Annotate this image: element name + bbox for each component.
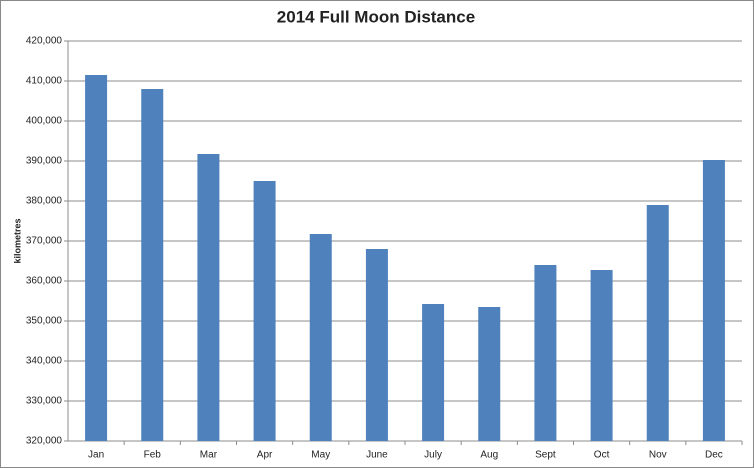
y-tick-label: 420,000 xyxy=(26,36,63,47)
x-tick-label: Jan xyxy=(88,450,104,461)
bar xyxy=(422,304,445,441)
y-tick-label: 380,000 xyxy=(26,196,63,207)
x-tick-label: Mar xyxy=(200,450,218,461)
y-tick-label: 320,000 xyxy=(26,436,63,447)
bar xyxy=(85,75,108,441)
x-tick-label: Feb xyxy=(144,450,162,461)
x-tick-label: Aug xyxy=(480,450,498,461)
x-tick-label: Sept xyxy=(535,450,556,461)
bar xyxy=(478,307,501,441)
x-tick-label: July xyxy=(424,450,442,461)
bar xyxy=(365,249,388,441)
bar xyxy=(534,265,557,441)
x-tick-label: Apr xyxy=(257,450,273,461)
y-axis-label: kilometres xyxy=(12,218,22,263)
y-tick-label: 330,000 xyxy=(26,396,63,407)
bar xyxy=(141,89,164,441)
y-tick-label: 340,000 xyxy=(26,356,63,367)
chart-title: 2014 Full Moon Distance xyxy=(277,7,475,26)
bar xyxy=(646,205,669,441)
bar xyxy=(253,181,276,441)
x-tick-label: June xyxy=(366,450,388,461)
bar xyxy=(590,270,613,441)
x-tick-label: Nov xyxy=(649,450,667,461)
y-tick-label: 350,000 xyxy=(26,316,63,327)
y-tick-label: 410,000 xyxy=(26,76,63,87)
y-tick-label: 370,000 xyxy=(26,236,63,247)
x-tick-label: May xyxy=(311,450,330,461)
y-tick-label: 360,000 xyxy=(26,276,63,287)
bar xyxy=(309,234,332,441)
x-tick-label: Oct xyxy=(594,450,610,461)
bar xyxy=(197,154,220,441)
y-tick-label: 390,000 xyxy=(26,156,63,167)
y-tick-label: 400,000 xyxy=(26,116,63,127)
bar xyxy=(702,160,725,441)
x-tick-label: Dec xyxy=(705,450,723,461)
